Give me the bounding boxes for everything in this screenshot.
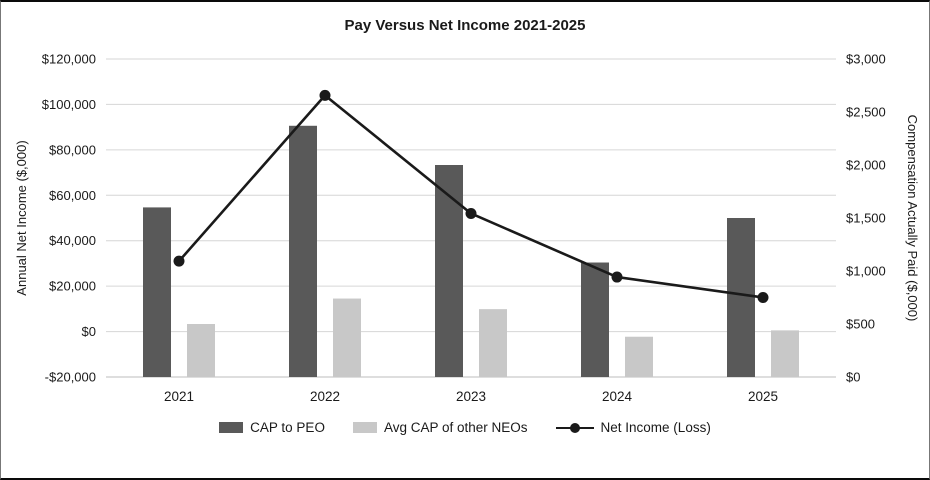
right-axis-tick-label: $1,000: [846, 264, 886, 279]
bar-cap-to-peo-2022: [289, 125, 317, 377]
right-axis-tick-label: $0: [846, 370, 860, 385]
legend-item-cap-to-peo: CAP to PEO: [219, 420, 325, 435]
chart-title: Pay Versus Net Income 2021-2025: [344, 17, 586, 34]
bar-avg-cap-of-other-neos-2023: [479, 309, 507, 377]
left-axis-tick-label: $100,000: [42, 97, 96, 112]
legend-swatch-cap-to-peo-icon: [219, 422, 244, 433]
right-axis-tick-label: $2,000: [846, 158, 886, 173]
bar-avg-cap-of-other-neos-2022: [333, 298, 361, 377]
x-axis-label-2021: 2021: [164, 389, 194, 404]
point-net-income-loss-2025: [757, 292, 769, 303]
x-axis-label-2024: 2024: [602, 389, 633, 404]
left-axis-tick-label: $80,000: [49, 142, 96, 157]
x-axis-label-2023: 2023: [456, 389, 486, 404]
bar-avg-cap-of-other-neos-2024: [625, 336, 653, 377]
chart-plot-area: -$20,000 $0 $20,000 $40,000 $60,000 $80,000 $1…: [14, 52, 920, 405]
left-axis-tick-label: $40,000: [49, 233, 96, 248]
left-axis-tick-label: $20,000: [49, 279, 96, 294]
x-axis-label-2025: 2025: [748, 389, 778, 404]
bar-avg-cap-of-other-neos-2025: [771, 330, 799, 377]
left-axis-title: Annual Net Income ($,000): [14, 140, 29, 295]
point-net-income-loss-2024: [611, 271, 623, 283]
legend-item-net-income: Net Income (Loss): [555, 420, 711, 435]
left-axis-tick-label: -$20,000: [45, 370, 96, 385]
point-net-income-loss-2023: [465, 207, 477, 219]
left-axis-tick-label: $0: [82, 324, 96, 339]
legend-label-cap-to-peo: CAP to PEO: [250, 420, 325, 435]
legend-item-avg-cap-neos: Avg CAP of other NEOs: [352, 420, 528, 435]
legend-swatch-avg-cap-neos-icon: [352, 422, 377, 433]
legend-label-net-income: Net Income (Loss): [600, 420, 711, 435]
bar-cap-to-peo-2024: [581, 262, 609, 377]
right-axis-tick-label: $500: [846, 317, 875, 332]
left-axis-tick-label: $60,000: [49, 188, 96, 203]
point-net-income-loss-2021: [173, 255, 185, 267]
bar-cap-to-peo-2025: [727, 218, 755, 377]
bar-cap-to-peo-2021: [143, 207, 171, 377]
legend-label-avg-cap-neos: Avg CAP of other NEOs: [383, 420, 528, 435]
bar-cap-to-peo-2023: [435, 165, 463, 377]
point-net-income-loss-2022: [319, 89, 331, 101]
left-axis-tick-label: $120,000: [42, 52, 96, 67]
right-axis-title: Compensation Actually Paid ($,000): [905, 115, 920, 322]
right-axis-tick-label: $2,500: [846, 105, 886, 120]
x-axis-label-2022: 2022: [310, 389, 340, 404]
legend-line-marker-icon: [555, 422, 594, 434]
legend-dot-icon: [569, 422, 580, 433]
right-axis-tick-label: $3,000: [846, 52, 886, 67]
chart-legend: CAP to PEO Avg CAP of other NEOs Net Inc…: [1, 420, 929, 435]
right-axis-tick-label: $1,500: [846, 211, 886, 226]
line-net-income-loss: [178, 94, 764, 299]
bar-avg-cap-of-other-neos-2021: [187, 324, 215, 377]
